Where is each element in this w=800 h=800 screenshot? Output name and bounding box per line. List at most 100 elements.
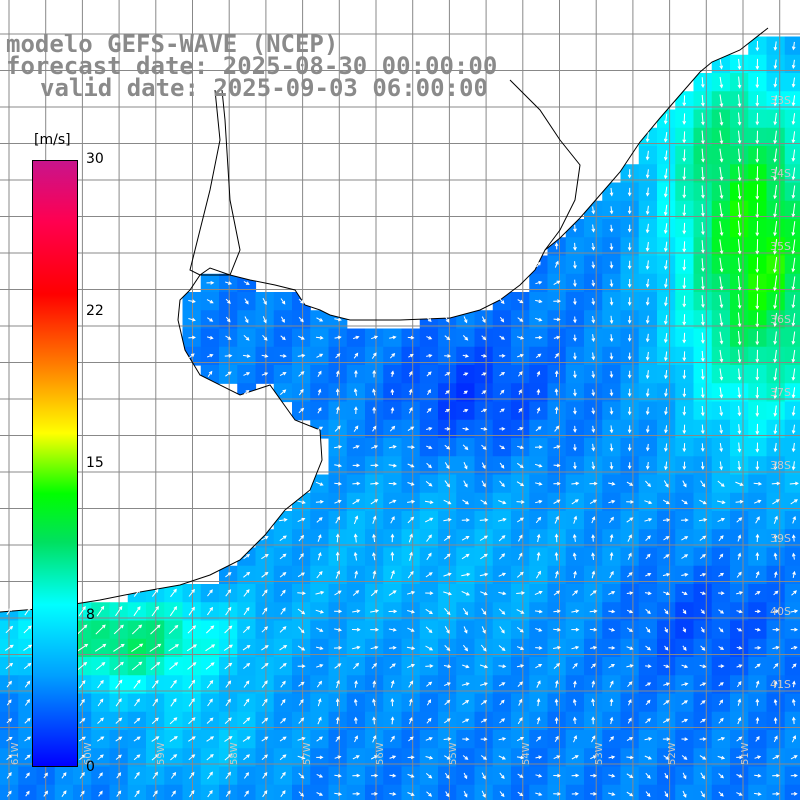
- wind-arrow: [317, 407, 322, 414]
- land-mask: [0, 0, 800, 612]
- colorbar-tick-0: 0: [86, 759, 95, 775]
- wind-arrow: [628, 698, 632, 706]
- wind-arrow: [261, 736, 269, 742]
- wind-arrow: [298, 772, 305, 779]
- wind-arrow: [280, 298, 286, 305]
- wind-arrow: [773, 386, 778, 400]
- wind-arrow: [224, 662, 233, 670]
- wind-arrow: [335, 388, 340, 396]
- wind-arrow: [262, 316, 267, 324]
- wind-arrow: [609, 334, 614, 343]
- wind-arrow: [445, 390, 450, 395]
- wind-arrow: [480, 700, 488, 705]
- wind-arrow: [444, 755, 451, 760]
- wind-arrow: [499, 791, 505, 798]
- wind-arrow: [463, 390, 468, 395]
- wind-arrow: [516, 737, 525, 742]
- wind-arrow: [23, 625, 32, 634]
- wind-arrow: [754, 755, 762, 760]
- wind-arrow: [591, 206, 596, 215]
- wind-cell: [784, 255, 800, 275]
- wind-arrow: [663, 700, 670, 705]
- wind-arrow: [681, 718, 689, 723]
- wind-arrow: [773, 461, 778, 471]
- wind-arrow: [225, 680, 232, 688]
- wind-arrow: [609, 206, 614, 215]
- wind-arrow: [735, 499, 744, 504]
- wind-arrow: [372, 735, 377, 743]
- wind-arrow: [609, 371, 614, 379]
- wind-cell: [693, 784, 713, 800]
- wind-arrow: [426, 552, 432, 561]
- wind-arrow: [261, 536, 269, 541]
- wind-arrow: [261, 754, 268, 760]
- wind-arrow: [426, 427, 433, 431]
- land-area: [0, 0, 800, 612]
- wind-cell: [784, 91, 800, 111]
- wind-arrow: [664, 370, 668, 380]
- wind-arrow: [25, 772, 30, 779]
- wind-cell: [784, 565, 800, 585]
- wind-cell: [784, 547, 800, 567]
- wind-arrow: [206, 280, 215, 285]
- wind-arrow: [573, 680, 577, 688]
- wind-arrow: [425, 773, 433, 779]
- wind-arrow: [481, 790, 486, 798]
- wind-arrow: [426, 534, 432, 542]
- wind-arrow: [737, 94, 742, 108]
- wind-arrow: [189, 771, 195, 779]
- wind-arrow: [627, 352, 632, 361]
- wind-arrow: [719, 461, 723, 471]
- wind-arrow: [717, 755, 726, 760]
- wind-arrow: [609, 407, 614, 415]
- wind-arrow: [700, 480, 706, 488]
- wind-arrow: [243, 281, 250, 285]
- wind-arrow: [773, 735, 778, 743]
- wind-arrow: [389, 425, 396, 432]
- wind-arrow: [131, 661, 143, 671]
- wind-arrow: [755, 386, 760, 399]
- wind-arrow: [700, 591, 707, 595]
- wind-arrow: [388, 463, 398, 468]
- wind-arrow: [297, 353, 306, 358]
- wind-arrow: [535, 664, 543, 669]
- wind-arrow: [571, 755, 579, 760]
- wind-arrow: [553, 481, 561, 486]
- wind-arrow: [664, 388, 668, 398]
- wind-arrow: [407, 755, 415, 760]
- wind-cell: [784, 73, 800, 92]
- wind-arrow: [718, 717, 724, 724]
- wind-arrow: [737, 239, 742, 255]
- wind-arrow: [718, 535, 724, 542]
- lon-label: 56W: [375, 742, 386, 765]
- wind-cell: [784, 419, 800, 439]
- wind-arrow: [554, 551, 559, 561]
- wind-arrow: [755, 257, 760, 274]
- wind-arrow: [280, 316, 285, 323]
- wind-arrow: [279, 626, 287, 633]
- wind-arrow: [372, 680, 377, 688]
- wind-arrow: [626, 627, 633, 633]
- wind-cell: [784, 146, 800, 165]
- wind-arrow: [535, 628, 543, 632]
- wind-arrow: [225, 281, 233, 285]
- wind-arrow: [425, 481, 433, 487]
- wind-arrow: [462, 755, 469, 760]
- wind-arrow: [645, 626, 651, 633]
- wind-arrow: [682, 113, 687, 125]
- wind-arrow: [755, 76, 760, 89]
- wind-arrow: [225, 790, 231, 797]
- wind-arrow: [444, 553, 451, 560]
- wind-arrow: [591, 570, 596, 579]
- wind-arrow: [589, 481, 598, 486]
- wind-arrow: [719, 148, 724, 163]
- wind-arrow: [279, 389, 287, 395]
- wind-arrow: [280, 771, 286, 779]
- wind-cell: [784, 273, 800, 293]
- wind-arrow: [24, 698, 31, 706]
- wind-arrow: [280, 717, 287, 724]
- wind-arrow: [663, 480, 669, 488]
- wind-arrow: [261, 571, 269, 578]
- wind-arrow: [553, 317, 561, 322]
- wind-arrow: [352, 755, 360, 760]
